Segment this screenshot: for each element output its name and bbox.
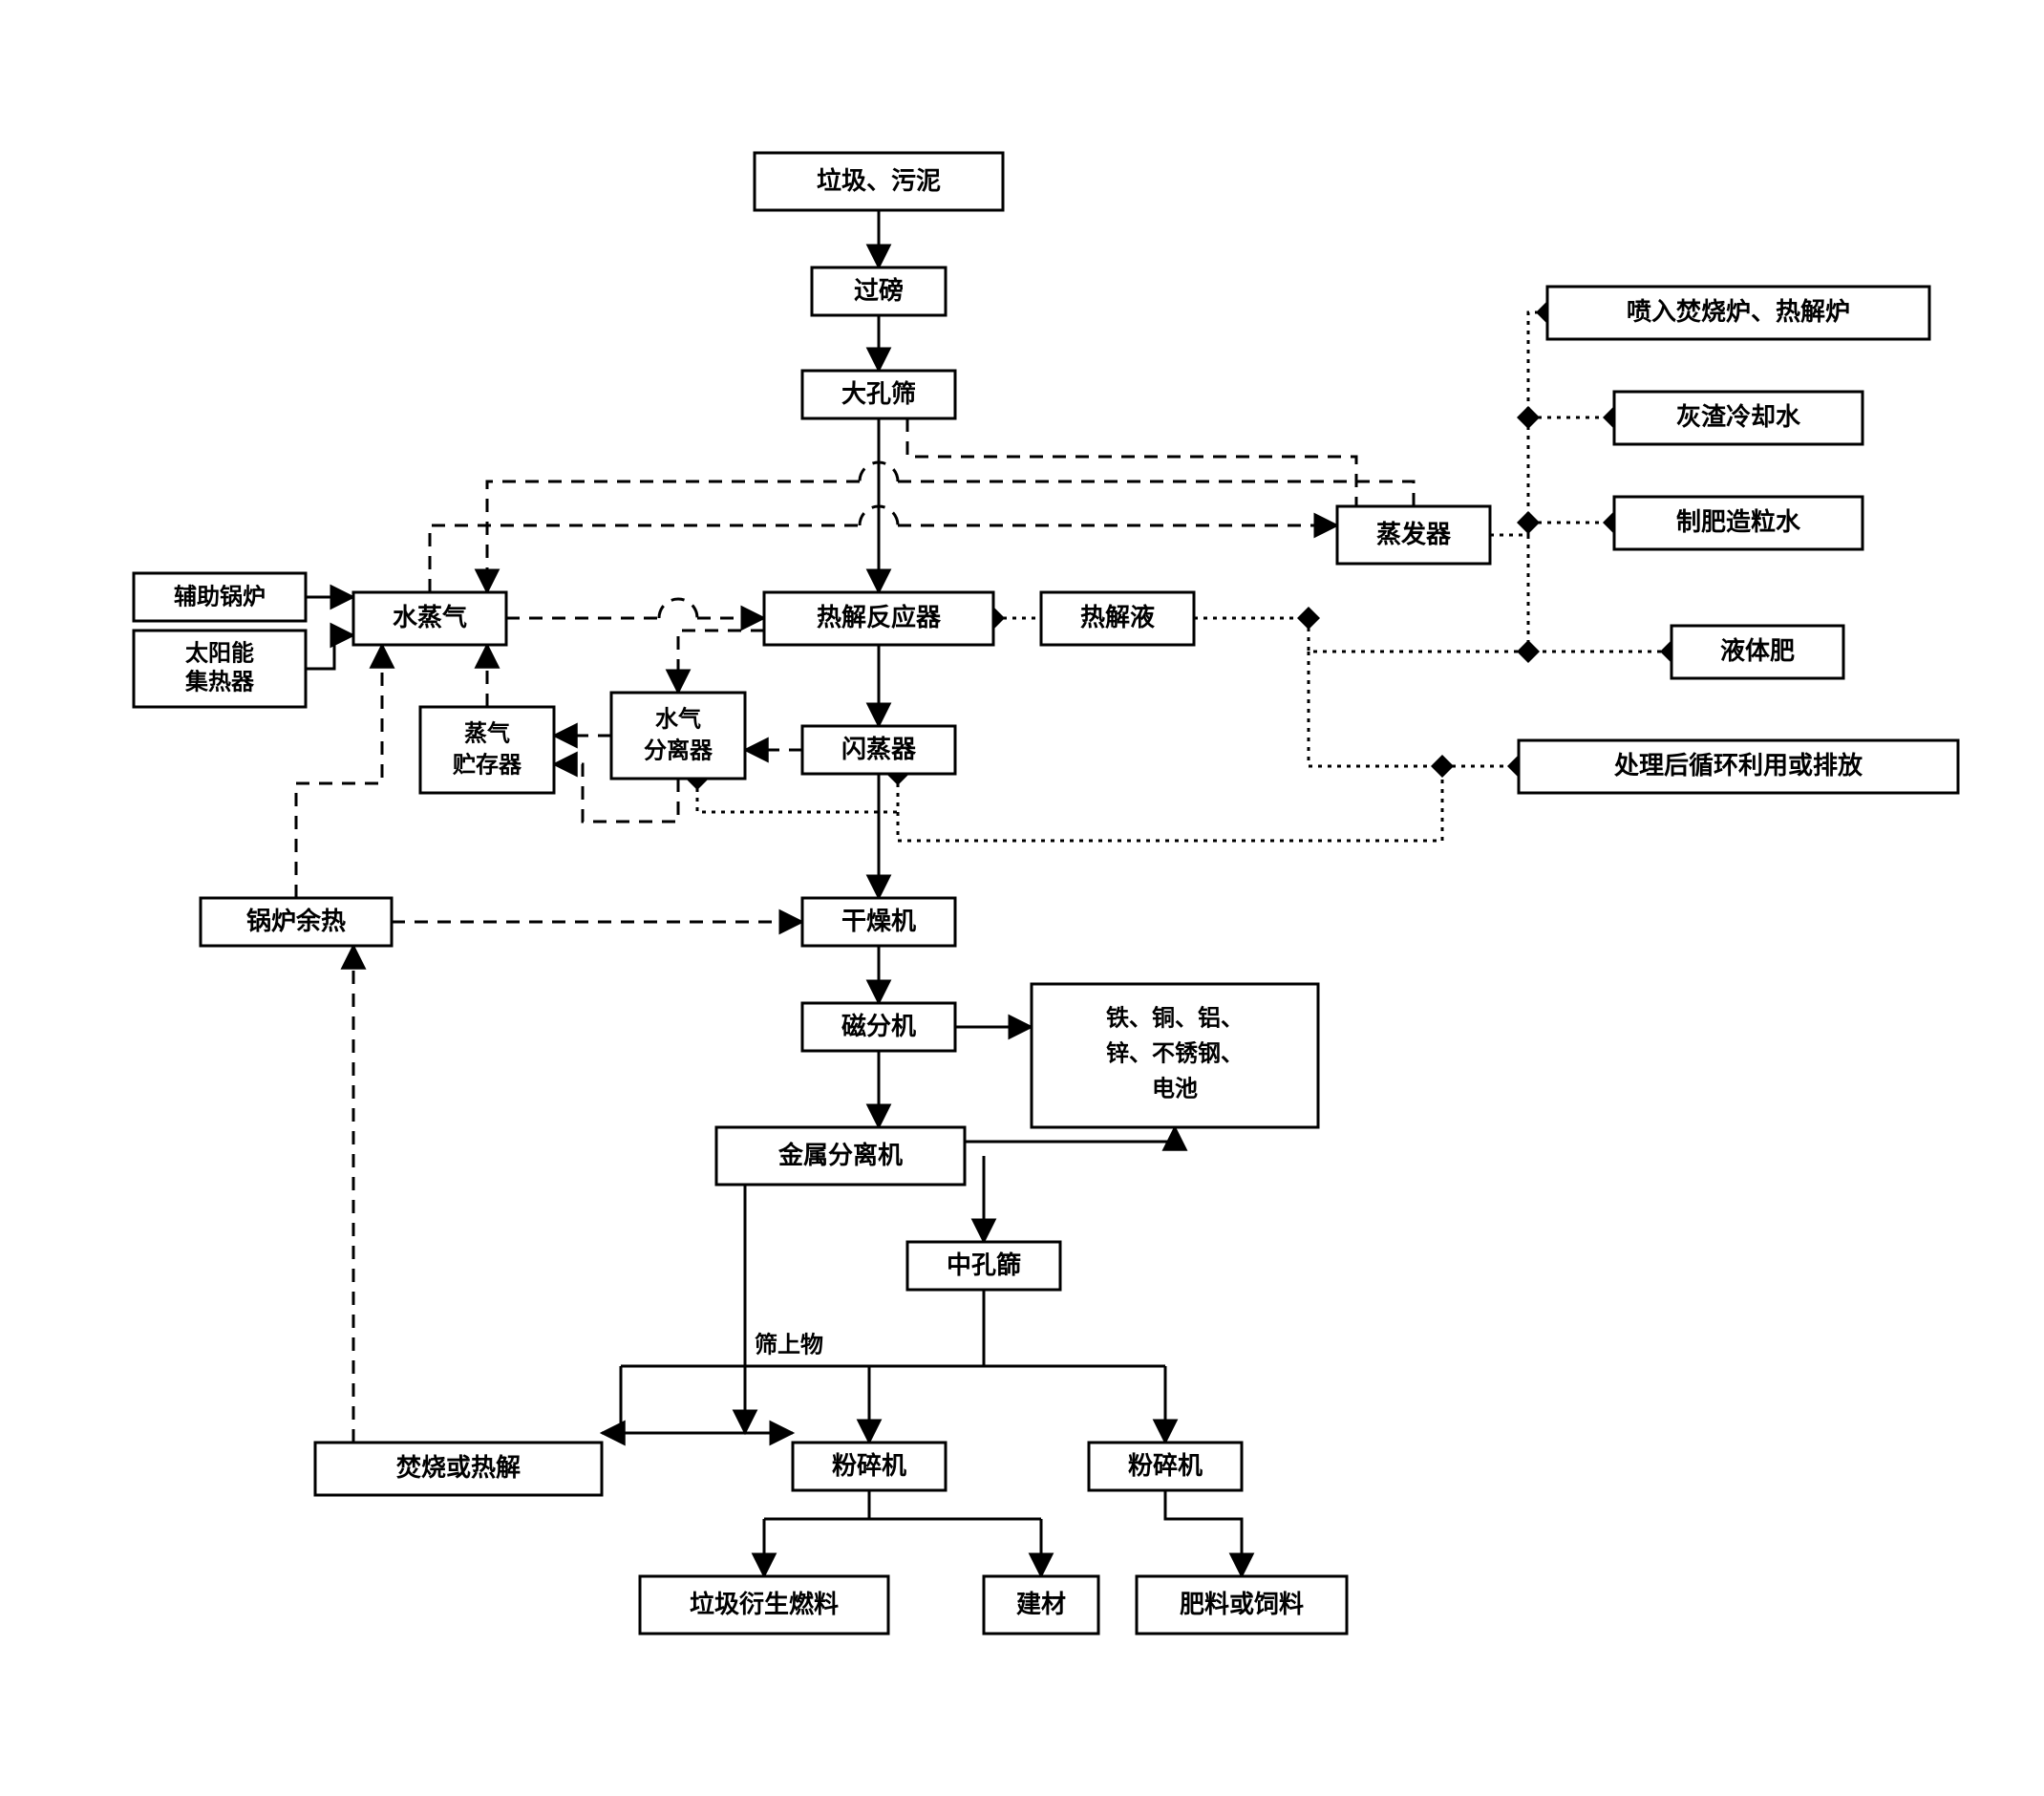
node-dryer: 干燥机 (802, 898, 955, 946)
node-granulation-water: 制肥造粒水 (1614, 497, 1863, 549)
node-ash-cooling: 灰渣冷却水 (1614, 392, 1863, 444)
svg-text:太阳能: 太阳能 (185, 640, 254, 667)
node-metal-separator: 金属分离机 (716, 1127, 965, 1185)
svg-text:闪蒸器: 闪蒸器 (841, 736, 917, 763)
svg-text:蒸气: 蒸气 (464, 720, 510, 747)
node-recycle-discharge: 处理后循环利用或排放 (1519, 740, 1958, 793)
node-crusher-1: 粉碎机 (793, 1443, 946, 1490)
node-flash: 闪蒸器 (802, 726, 955, 774)
nodes: 垃圾、污泥 过磅 大孔筛 热解反应器 热解液 闪蒸器 水气 分离器 蒸气 贮存器… (134, 153, 1958, 1634)
node-liquid-fertilizer: 液体肥 (1671, 626, 1843, 678)
svg-text:喷入焚烧炉、热解炉: 喷入焚烧炉、热解炉 (1627, 298, 1850, 326)
node-magnetic-separator: 磁分机 (802, 1003, 955, 1051)
node-metals-output: 铁、铜、铝、 锌、不锈钢、 电池 (1032, 984, 1318, 1127)
svg-text:热解液: 热解液 (1080, 604, 1155, 631)
svg-text:金属分离机: 金属分离机 (777, 1141, 903, 1169)
node-gas-separator: 水气 分离器 (611, 693, 745, 779)
svg-text:辅助锅炉: 辅助锅炉 (174, 584, 266, 610)
svg-text:过磅: 过磅 (854, 276, 904, 305)
edges-solid (306, 210, 1242, 1576)
flowchart-canvas: 垃圾、污泥 过磅 大孔筛 热解反应器 热解液 闪蒸器 水气 分离器 蒸气 贮存器… (0, 0, 2044, 1796)
svg-text:水蒸气: 水蒸气 (393, 603, 467, 631)
node-medium-sieve: 中孔篩 (907, 1242, 1060, 1290)
svg-text:锌、不锈钢、: 锌、不锈钢、 (1106, 1040, 1244, 1067)
node-rdf: 垃圾衍生燃料 (640, 1576, 888, 1634)
svg-text:锅炉余热: 锅炉余热 (246, 907, 346, 935)
node-reactor: 热解反应器 (764, 592, 993, 645)
svg-text:处理后循环利用或排放: 处理后循环利用或排放 (1613, 751, 1863, 780)
svg-text:铁、铜、铝、: 铁、铜、铝、 (1106, 1006, 1244, 1032)
svg-text:制肥造粒水: 制肥造粒水 (1676, 507, 1801, 536)
svg-text:水气: 水气 (655, 706, 701, 733)
node-building-material: 建材 (984, 1576, 1098, 1634)
svg-text:垃圾衍生燃料: 垃圾衍生燃料 (690, 1590, 839, 1618)
svg-text:磁分机: 磁分机 (841, 1012, 916, 1040)
svg-text:分离器: 分离器 (644, 738, 713, 764)
node-inject-furnace: 喷入焚烧炉、热解炉 (1547, 287, 1929, 339)
svg-text:干燥机: 干燥机 (841, 908, 916, 935)
svg-text:垃圾、污泥: 垃圾、污泥 (817, 166, 941, 195)
label-oversize: 筛上物 (755, 1332, 823, 1358)
svg-text:粉碎机: 粉碎机 (1128, 1452, 1203, 1480)
svg-text:热解反应器: 热解反应器 (817, 603, 942, 631)
node-aux-boiler: 辅助锅炉 (134, 573, 306, 621)
node-weigh: 过磅 (812, 267, 946, 315)
node-crusher-2: 粉碎机 (1089, 1443, 1242, 1490)
svg-text:蒸发器: 蒸发器 (1376, 520, 1452, 548)
svg-text:建材: 建材 (1016, 1591, 1066, 1618)
svg-text:贮存器: 贮存器 (452, 753, 522, 779)
node-large-sieve: 大孔筛 (802, 371, 955, 418)
svg-text:灰渣冷却水: 灰渣冷却水 (1676, 402, 1801, 431)
node-pyrolysis-liquid: 热解液 (1041, 592, 1194, 645)
node-incinerate: 焚烧或热解 (315, 1443, 602, 1495)
node-waste: 垃圾、污泥 (755, 153, 1003, 210)
node-steam-store: 蒸气 贮存器 (420, 707, 554, 793)
svg-text:焚烧或热解: 焚烧或热解 (396, 1454, 521, 1482)
node-solar-collector: 太阳能 集热器 (134, 631, 306, 707)
node-boiler-waste-heat: 锅炉余热 (201, 898, 392, 946)
svg-text:液体肥: 液体肥 (1720, 637, 1795, 665)
node-fertilizer-feed: 肥料或饲料 (1137, 1576, 1347, 1634)
svg-text:电池: 电池 (1152, 1077, 1198, 1102)
node-steam: 水蒸气 (353, 592, 506, 645)
svg-text:中孔篩: 中孔篩 (947, 1251, 1021, 1279)
node-evaporator: 蒸发器 (1337, 506, 1490, 564)
svg-text:大孔筛: 大孔筛 (841, 379, 916, 408)
svg-text:粉碎机: 粉碎机 (832, 1452, 906, 1480)
svg-text:肥料或饲料: 肥料或饲料 (1180, 1591, 1304, 1618)
svg-text:集热器: 集热器 (184, 669, 255, 695)
